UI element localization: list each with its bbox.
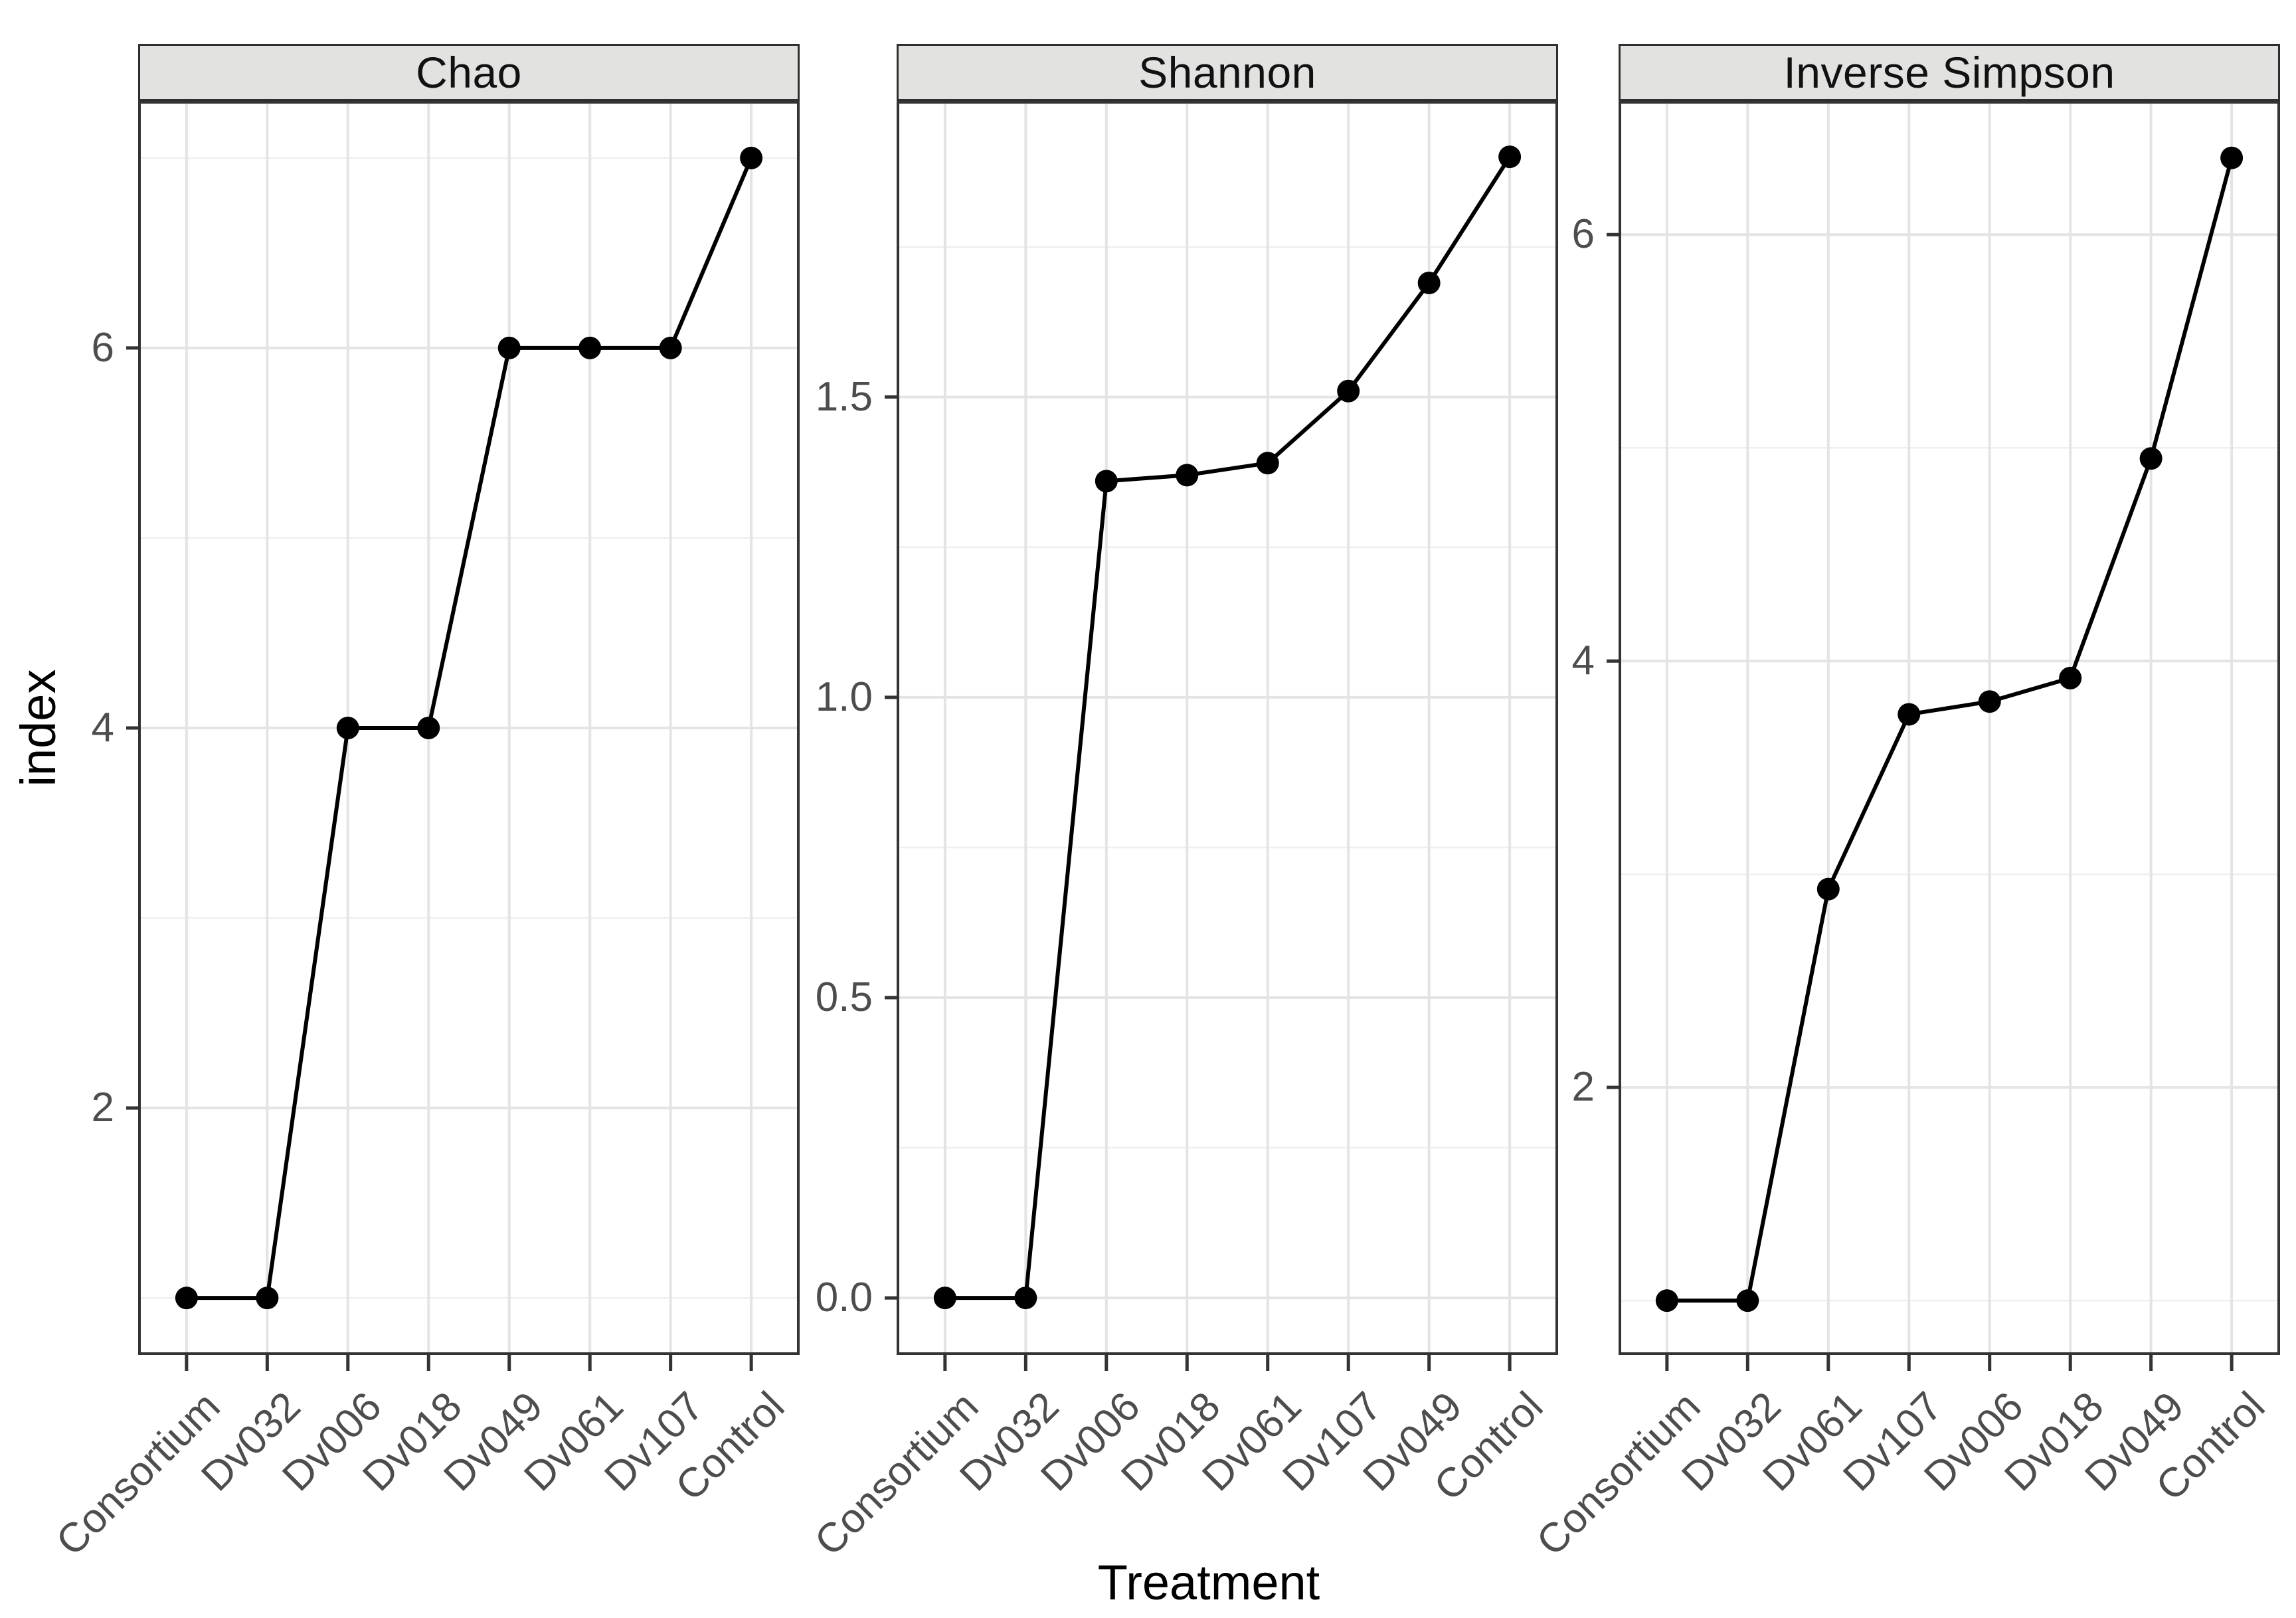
y-tick-label: 0.0 <box>815 1275 873 1321</box>
facet-strip-inverse-simpson: Inverse Simpson <box>1619 44 2280 101</box>
data-line <box>944 155 1512 1301</box>
data-point <box>2139 447 2163 470</box>
y-tick-label: 1.0 <box>815 674 873 720</box>
data-point <box>1498 145 1522 169</box>
panel-border <box>138 101 800 1355</box>
y-tick-label: 0.5 <box>815 974 873 1020</box>
data-point <box>1417 271 1441 294</box>
data-point <box>1898 703 1921 726</box>
data-point <box>256 1287 279 1310</box>
panel-border <box>897 101 1558 1355</box>
facet-strip-shannon: Shannon <box>897 44 1558 101</box>
data-point <box>1337 379 1360 403</box>
data-point <box>933 1287 956 1310</box>
data-point <box>1816 877 1840 901</box>
y-tick-label: 6 <box>91 324 114 371</box>
facet-strip-label: Inverse Simpson <box>1783 48 2115 97</box>
y-tick-label: 4 <box>1571 638 1595 684</box>
y-tick-label: 2 <box>1571 1064 1595 1111</box>
data-point <box>2059 666 2082 689</box>
data-point <box>497 336 521 359</box>
data-point <box>1736 1289 1759 1312</box>
data-point <box>1655 1289 1678 1312</box>
data-point <box>336 717 359 739</box>
data-line <box>1666 157 2234 1303</box>
data-point <box>578 336 602 359</box>
data-point <box>2220 146 2244 169</box>
data-point <box>1095 470 1118 493</box>
facet-strip-chao: Chao <box>138 44 800 101</box>
panel-border <box>1619 101 2280 1355</box>
y-tick-label: 1.5 <box>815 373 873 420</box>
data-point <box>1978 690 2001 713</box>
facet-strip-label: Chao <box>416 48 522 97</box>
data-point <box>1014 1287 1037 1310</box>
y-tick-label: 4 <box>91 705 114 751</box>
y-tick-label: 2 <box>91 1085 114 1131</box>
data-point <box>417 717 440 739</box>
y-tick-label: 6 <box>1571 211 1595 258</box>
data-point <box>740 146 763 169</box>
data-point <box>175 1287 198 1310</box>
data-point <box>1176 464 1199 487</box>
facet-strip-label: Shannon <box>1138 48 1316 97</box>
x-axis-title: Treatment <box>1097 1555 1320 1610</box>
data-point <box>1256 452 1279 475</box>
data-point <box>659 336 682 359</box>
data-line <box>186 157 753 1301</box>
